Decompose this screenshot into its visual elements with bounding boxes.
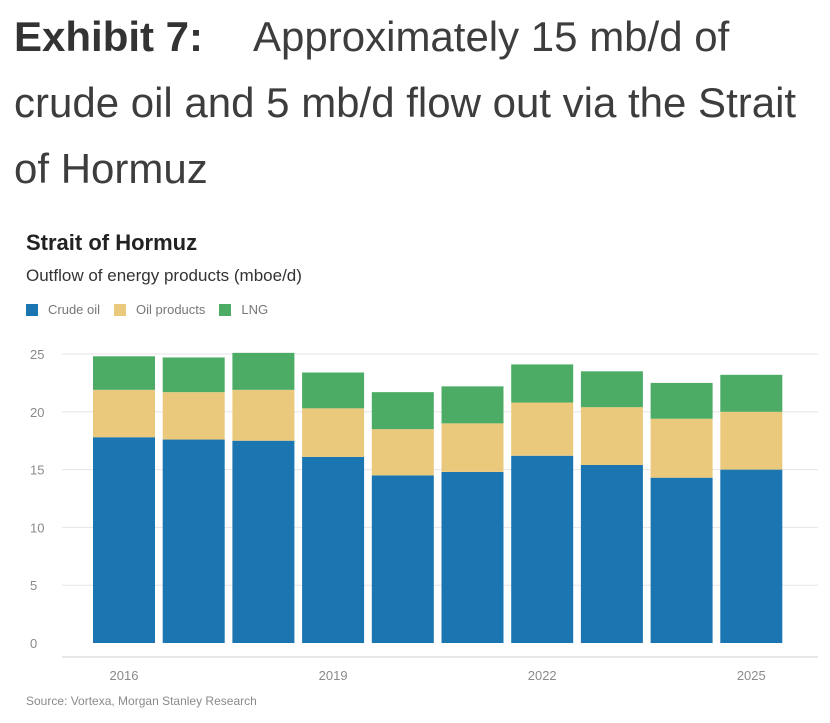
bar-oil-products-2017 (162, 392, 225, 440)
bar-crude-oil-2022 (511, 455, 574, 643)
y-tick-label-10: 10 (30, 520, 44, 535)
bar-lng-2022 (511, 364, 574, 403)
bar-oil-products-2025 (720, 411, 783, 470)
bar-crude-oil-2021 (441, 471, 504, 643)
chart-legend: Crude oil Oil products LNG (26, 302, 282, 317)
bar-oil-products-2023 (580, 407, 643, 465)
legend-swatch-crude-oil (26, 303, 38, 316)
bar-lng-2018 (232, 352, 295, 390)
bar-crude-oil-2019 (302, 456, 365, 643)
bar-lng-2021 (441, 386, 504, 424)
bar-crude-oil-2023 (580, 464, 643, 643)
legend-item-lng: LNG (219, 302, 268, 317)
x-tick-label-2022: 2022 (528, 668, 557, 683)
bar-crude-oil-2020 (371, 475, 434, 643)
bar-lng-2016 (93, 356, 155, 390)
y-tick-label-0: 0 (30, 636, 37, 651)
chart-source: Source: Vortexa, Morgan Stanley Research (26, 694, 257, 708)
y-tick-label-15: 15 (30, 463, 44, 478)
bar-lng-2017 (162, 357, 225, 393)
legend-item-oil-products: Oil products (114, 302, 205, 317)
x-tick-label-2016: 2016 (110, 668, 139, 683)
exhibit-heading: Exhibit 7: Approximately 15 mb/d of crude… (14, 4, 814, 202)
bar-oil-products-2019 (302, 408, 365, 457)
legend-label-crude-oil: Crude oil (48, 302, 101, 317)
bar-oil-products-2016 (93, 389, 155, 438)
bar-lng-2023 (580, 371, 643, 408)
bar-crude-oil-2024 (650, 477, 713, 643)
bar-oil-products-2022 (511, 402, 574, 456)
legend-label-lng: LNG (241, 302, 269, 317)
y-tick-label-20: 20 (30, 405, 44, 420)
bar-oil-products-2021 (441, 423, 504, 472)
legend-item-crude-oil: Crude oil (26, 302, 100, 317)
chart-subtitle: Outflow of energy products (mboe/d) (26, 266, 302, 285)
legend-label-oil-products: Oil products (136, 302, 206, 317)
bar-crude-oil-2017 (162, 439, 225, 643)
bar-crude-oil-2018 (232, 440, 295, 643)
bar-crude-oil-2016 (93, 437, 155, 643)
exhibit-label: Exhibit 7: (14, 13, 204, 60)
x-tick-label-2019: 2019 (319, 668, 348, 683)
bar-oil-products-2020 (371, 429, 434, 476)
legend-swatch-lng (219, 303, 232, 316)
exhibit-headline: Approximately 15 mb/d of crude oil and 5… (14, 13, 797, 192)
legend-swatch-oil-products (114, 303, 127, 316)
chart-title: Strait of Hormuz (26, 230, 198, 255)
y-tick-label-5: 5 (30, 578, 37, 593)
bar-oil-products-2024 (650, 418, 713, 478)
bar-lng-2025 (720, 374, 783, 412)
bar-lng-2024 (650, 382, 713, 419)
bar-lng-2020 (371, 392, 434, 430)
bar-crude-oil-2025 (720, 469, 783, 643)
x-tick-label-2025: 2025 (737, 668, 766, 683)
bar-oil-products-2018 (232, 389, 295, 441)
y-tick-label-25: 25 (30, 347, 44, 362)
bar-lng-2019 (302, 372, 365, 409)
